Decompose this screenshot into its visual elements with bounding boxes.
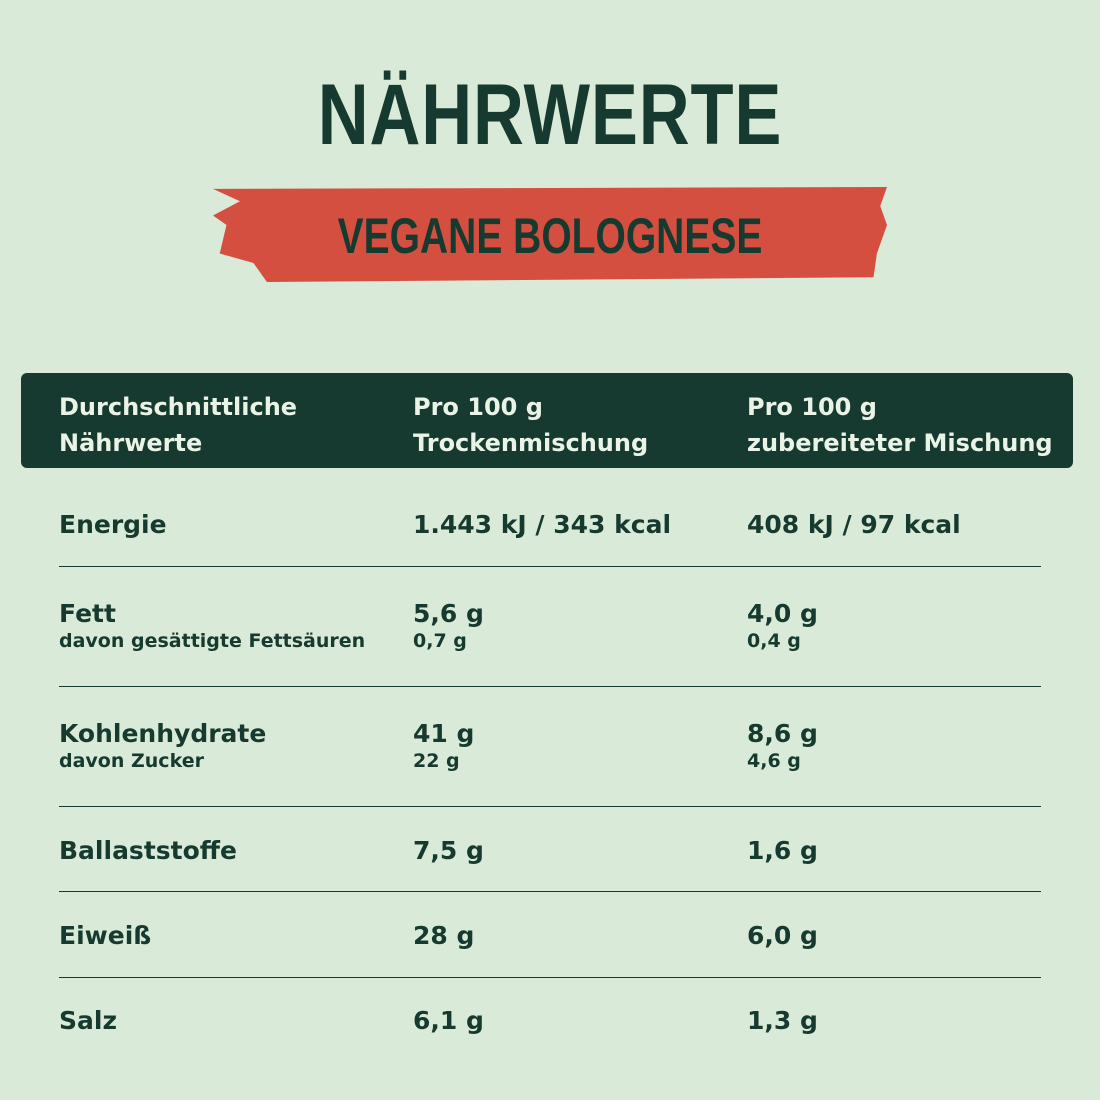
prepared-value: 408 kJ / 97 kcal (747, 510, 961, 539)
nutrient-cell: Kohlenhydrate davon Zucker (59, 719, 266, 773)
product-name: VEGANE BOLOGNESE (337, 208, 763, 264)
divider (59, 976, 1041, 978)
header-line: zubereiteter Mischung (747, 429, 1053, 457)
nutrient-name: Eiweiß (59, 921, 152, 950)
nutrient-name: Kohlenhydrate (59, 719, 267, 748)
dry-value: 7,5 g (413, 836, 484, 865)
header-nutrient: Durchschnittliche Nährwerte (59, 389, 297, 461)
prepared-cell: 8,6 g 4,6 g (747, 719, 818, 773)
prepared-value: 8,6 g (747, 719, 818, 748)
prepared-sub: 4,6 g (747, 750, 801, 772)
header-line: Nährwerte (59, 429, 203, 457)
nutrient-name: Fett (59, 599, 116, 628)
table-row: Ballaststoffe 7,5 g 1,6 g (59, 836, 1041, 892)
nutrient-name: Salz (59, 1006, 117, 1035)
dry-value: 1.443 kJ / 343 kcal (413, 510, 672, 539)
dry-sub: 22 g (413, 750, 460, 772)
dry-cell: 5,6 g 0,7 g (413, 599, 484, 653)
table-row: Energie 1.443 kJ / 343 kcal 408 kJ / 97 … (59, 510, 1041, 567)
page-title: NÄHRWERTE (317, 67, 783, 163)
header-line: Pro 100 g (413, 393, 543, 421)
header-line: Durchschnittliche (59, 393, 298, 421)
dry-value: 28 g (413, 921, 475, 950)
divider (59, 685, 1041, 687)
nutrient-cell: Fett davon gesättigte Fettsäuren (59, 599, 365, 653)
dry-value: 41 g (413, 719, 475, 748)
table-row: Eiweiß 28 g 6,0 g (59, 921, 1041, 978)
table-row: Fett davon gesättigte Fettsäuren 5,6 g 0,7… (59, 599, 1041, 687)
nutrient-sub: davon gesättigte Fettsäuren (59, 630, 366, 652)
dry-value: 5,6 g (413, 599, 484, 628)
prepared-sub: 0,4 g (747, 630, 801, 652)
prepared-value: 4,0 g (747, 599, 818, 628)
dry-value: 6,1 g (413, 1006, 484, 1035)
table-row: Salz 6,1 g 1,3 g (59, 1006, 1041, 1046)
nutrient-name: Energie (59, 510, 167, 539)
header-dry: Pro 100 g Trockenmischung (413, 389, 648, 461)
prepared-value: 6,0 g (747, 921, 818, 950)
prepared-value: 1,6 g (747, 836, 818, 865)
prepared-cell: 4,0 g 0,4 g (747, 599, 818, 653)
divider (59, 805, 1041, 807)
brush-stroke-banner (213, 187, 887, 282)
prepared-value: 1,3 g (747, 1006, 818, 1035)
table-row: Kohlenhydrate davon Zucker 41 g 22 g 8,6 g… (59, 719, 1041, 807)
table-header: Durchschnittliche Nährwerte Pro 100 g Troc… (21, 373, 1073, 468)
header-line: Pro 100 g (747, 393, 877, 421)
divider (59, 565, 1041, 567)
header-prepared: Pro 100 g zubereiteter Mischung (747, 389, 1053, 461)
dry-sub: 0,7 g (413, 630, 467, 652)
nutrient-name: Ballaststoffe (59, 836, 237, 865)
divider (59, 890, 1041, 892)
header-line: Trockenmischung (413, 429, 649, 457)
nutrient-sub: davon Zucker (59, 750, 204, 772)
dry-cell: 41 g 22 g (413, 719, 474, 773)
